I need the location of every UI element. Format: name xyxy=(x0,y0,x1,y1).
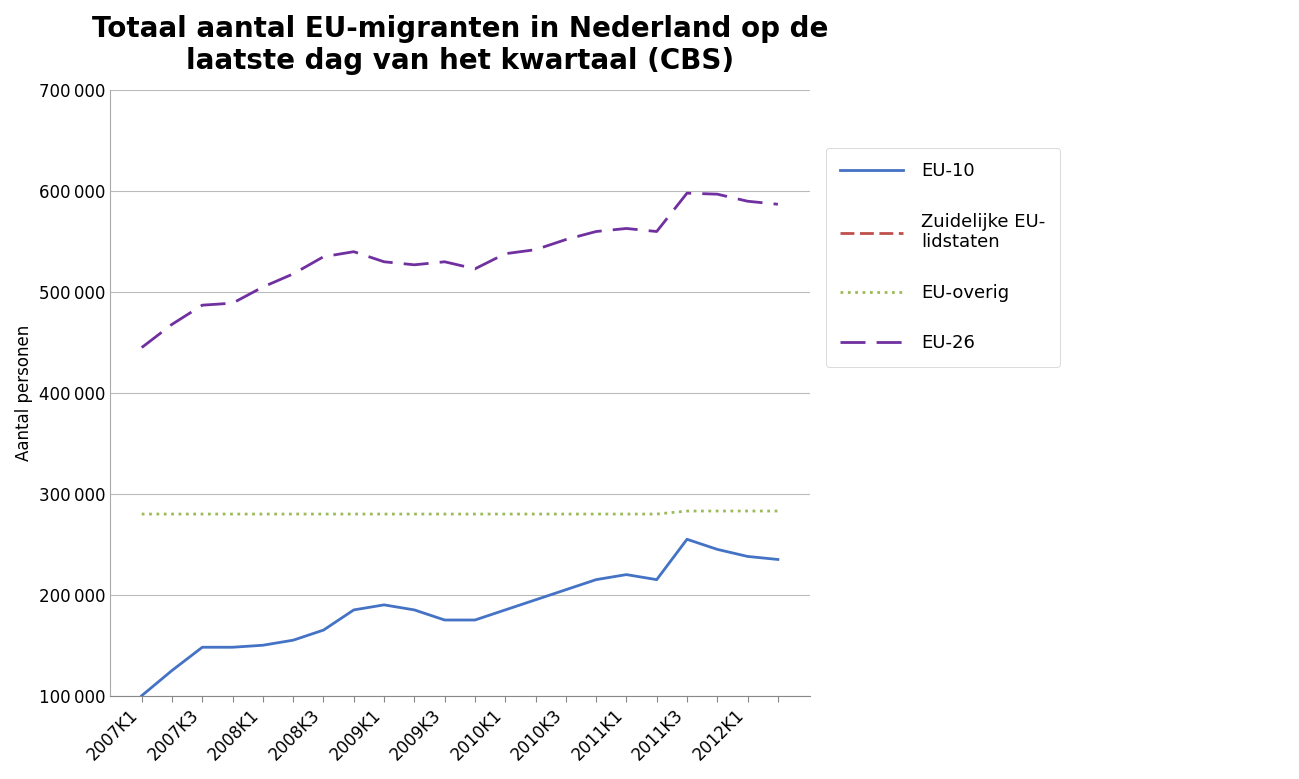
EU-overig xyxy=(377,509,392,519)
Zuidelijke EU-
lidstaten xyxy=(650,724,665,733)
Zuidelijke EU-
lidstaten xyxy=(527,726,543,735)
EU-26 xyxy=(436,257,452,266)
EU-10 xyxy=(134,691,149,700)
EU-overig xyxy=(346,509,361,519)
Zuidelijke EU-
lidstaten xyxy=(468,726,483,735)
Zuidelijke EU-
lidstaten xyxy=(134,729,149,738)
EU-26 xyxy=(770,199,786,209)
EU-26 xyxy=(559,235,574,245)
Zuidelijke EU-
lidstaten xyxy=(286,728,301,738)
EU-10 xyxy=(588,575,604,584)
Zuidelijke EU-
lidstaten xyxy=(225,728,240,738)
Legend: EU-10, Zuidelijke EU-
lidstaten, EU-overig, EU-26: EU-10, Zuidelijke EU- lidstaten, EU-over… xyxy=(826,148,1060,367)
EU-26 xyxy=(740,196,756,206)
EU-26 xyxy=(255,282,270,291)
Line: EU-26: EU-26 xyxy=(142,193,778,347)
EU-10 xyxy=(407,605,422,615)
EU-26 xyxy=(407,260,422,270)
EU-10 xyxy=(346,605,361,615)
EU-10 xyxy=(468,615,483,625)
Line: Zuidelijke EU-
lidstaten: Zuidelijke EU- lidstaten xyxy=(142,721,778,734)
EU-overig xyxy=(498,509,513,519)
Zuidelijke EU-
lidstaten xyxy=(407,728,422,737)
EU-26 xyxy=(468,264,483,273)
EU-10 xyxy=(436,615,452,625)
Zuidelijke EU-
lidstaten xyxy=(770,716,786,725)
EU-10 xyxy=(195,643,210,652)
EU-26 xyxy=(225,298,240,308)
EU-10 xyxy=(559,585,574,594)
Zuidelijke EU-
lidstaten xyxy=(316,728,331,738)
Y-axis label: Aantal personen: Aantal personen xyxy=(16,325,32,461)
EU-10 xyxy=(316,626,331,635)
EU-overig xyxy=(407,509,422,519)
Line: EU-10: EU-10 xyxy=(142,539,778,696)
EU-26 xyxy=(377,257,392,266)
EU-overig xyxy=(225,509,240,519)
EU-26 xyxy=(346,247,361,256)
EU-26 xyxy=(650,227,665,236)
Zuidelijke EU-
lidstaten xyxy=(164,729,179,738)
EU-overig xyxy=(559,509,574,519)
EU-overig xyxy=(195,509,210,519)
Zuidelijke EU-
lidstaten xyxy=(618,724,634,734)
EU-overig xyxy=(316,509,331,519)
EU-10 xyxy=(679,534,695,544)
Zuidelijke EU-
lidstaten xyxy=(195,729,210,738)
EU-10 xyxy=(164,666,179,675)
Zuidelijke EU-
lidstaten xyxy=(346,728,361,737)
Zuidelijke EU-
lidstaten xyxy=(255,728,270,738)
EU-overig xyxy=(255,509,270,519)
Line: EU-overig: EU-overig xyxy=(142,511,778,514)
EU-26 xyxy=(618,224,634,233)
EU-10 xyxy=(709,545,725,554)
EU-overig xyxy=(286,509,301,519)
EU-overig xyxy=(709,506,725,516)
EU-10 xyxy=(286,636,301,645)
Zuidelijke EU-
lidstaten xyxy=(588,725,604,735)
Zuidelijke EU-
lidstaten xyxy=(377,728,392,737)
EU-overig xyxy=(618,509,634,519)
Zuidelijke EU-
lidstaten xyxy=(679,721,695,731)
EU-26 xyxy=(498,249,513,259)
Zuidelijke EU-
lidstaten xyxy=(740,717,756,727)
EU-overig xyxy=(527,509,543,519)
EU-26 xyxy=(286,270,301,279)
EU-10 xyxy=(618,570,634,580)
EU-10 xyxy=(255,640,270,650)
EU-10 xyxy=(770,555,786,564)
EU-26 xyxy=(527,245,543,255)
EU-overig xyxy=(588,509,604,519)
EU-26 xyxy=(134,343,149,352)
Zuidelijke EU-
lidstaten xyxy=(559,726,574,735)
Zuidelijke EU-
lidstaten xyxy=(436,728,452,737)
EU-overig xyxy=(770,506,786,516)
Zuidelijke EU-
lidstaten xyxy=(498,726,513,735)
EU-26 xyxy=(588,227,604,236)
Zuidelijke EU-
lidstaten xyxy=(709,719,725,728)
EU-26 xyxy=(679,189,695,198)
EU-overig xyxy=(740,506,756,516)
EU-26 xyxy=(195,301,210,310)
EU-26 xyxy=(164,319,179,329)
Title: Totaal aantal EU-migranten in Nederland op de
laatste dag van het kwartaal (CBS): Totaal aantal EU-migranten in Nederland … xyxy=(92,15,827,76)
EU-26 xyxy=(316,252,331,262)
EU-overig xyxy=(134,509,149,519)
EU-10 xyxy=(498,605,513,615)
EU-10 xyxy=(225,643,240,652)
EU-10 xyxy=(650,575,665,584)
EU-10 xyxy=(740,552,756,561)
EU-overig xyxy=(436,509,452,519)
EU-overig xyxy=(468,509,483,519)
EU-10 xyxy=(377,600,392,609)
EU-26 xyxy=(709,189,725,199)
EU-overig xyxy=(650,509,665,519)
EU-10 xyxy=(527,595,543,605)
EU-overig xyxy=(164,509,179,519)
EU-overig xyxy=(679,506,695,516)
